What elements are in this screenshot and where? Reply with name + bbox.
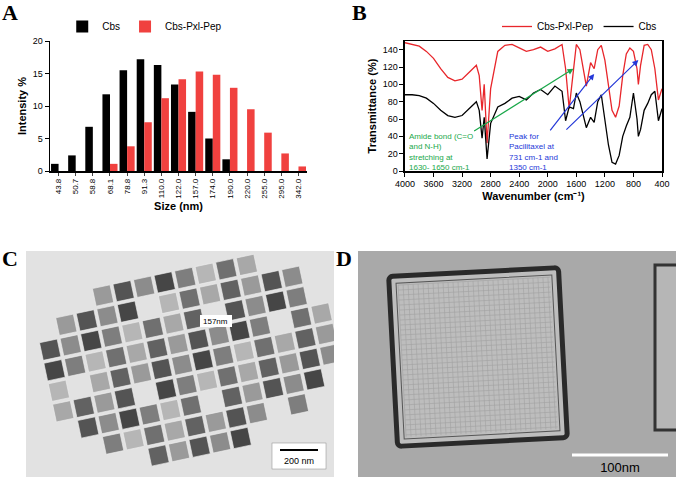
- svg-text:110.0: 110.0: [157, 178, 166, 198]
- svg-text:80: 80: [388, 97, 398, 107]
- svg-text:1600: 1600: [566, 179, 586, 189]
- svg-text:40: 40: [388, 131, 398, 141]
- svg-text:5: 5: [38, 134, 43, 144]
- svg-text:15: 15: [33, 69, 43, 79]
- svg-text:43.8: 43.8: [54, 178, 63, 194]
- svg-text:122.0: 122.0: [174, 178, 183, 199]
- svg-text:190.0: 190.0: [226, 178, 235, 199]
- svg-text:2400: 2400: [509, 179, 529, 189]
- svg-text:58.8: 58.8: [88, 178, 97, 194]
- svg-text:800: 800: [626, 179, 641, 189]
- svg-text:174.0: 174.0: [208, 178, 217, 199]
- svg-text:Cbs: Cbs: [102, 21, 120, 32]
- html-text:C: C: [2, 246, 18, 271]
- svg-text:3200: 3200: [452, 179, 472, 189]
- svg-text:200 nm: 200 nm: [284, 456, 314, 466]
- svg-text:50.7: 50.7: [71, 178, 80, 194]
- svg-text:10: 10: [33, 101, 43, 111]
- svg-text:Cbs-Pxl-Pep: Cbs-Pxl-Pep: [165, 21, 222, 32]
- svg-text:Peak forPacilitaxel at731 cm-1: Peak forPacilitaxel at731 cm-1 and1350 c…: [509, 132, 558, 172]
- svg-text:60: 60: [388, 114, 398, 124]
- svg-text:2000: 2000: [538, 179, 558, 189]
- svg-text:140: 140: [383, 45, 398, 55]
- svg-text:20: 20: [33, 36, 43, 46]
- svg-text:0: 0: [38, 166, 43, 176]
- svg-text:68.1: 68.1: [106, 178, 115, 194]
- svg-text:Intensity %: Intensity %: [16, 77, 28, 135]
- svg-text:91.3: 91.3: [140, 178, 149, 194]
- svg-text:100nm: 100nm: [600, 460, 640, 475]
- svg-text:342.0: 342.0: [294, 178, 303, 199]
- html-text:B: B: [352, 0, 367, 25]
- svg-text:3600: 3600: [424, 179, 444, 189]
- svg-text:78.8: 78.8: [123, 178, 132, 194]
- html-text:A: A: [2, 0, 18, 25]
- svg-text:Amide bond (C=Oand N-H)stretch: Amide bond (C=Oand N-H)stretching at1630…: [409, 132, 473, 172]
- svg-text:1200: 1200: [595, 179, 615, 189]
- svg-text:0: 0: [393, 166, 398, 176]
- svg-text:400: 400: [654, 179, 669, 189]
- svg-text:220.0: 220.0: [243, 178, 252, 199]
- svg-text:Transmittance (%): Transmittance (%): [366, 58, 378, 153]
- html-text:D: D: [336, 246, 352, 271]
- svg-text:2800: 2800: [481, 179, 501, 189]
- svg-text:120: 120: [383, 62, 398, 72]
- svg-text:157nm: 157nm: [203, 317, 228, 326]
- svg-text:100: 100: [383, 79, 398, 89]
- svg-text:Cbs: Cbs: [639, 21, 657, 32]
- svg-text:255.0: 255.0: [260, 178, 269, 199]
- svg-text:Cbs-Pxl-Pep: Cbs-Pxl-Pep: [537, 21, 594, 32]
- svg-text:4000: 4000: [395, 179, 415, 189]
- svg-text:Wavenumber (cm⁻¹): Wavenumber (cm⁻¹): [482, 190, 585, 202]
- svg-text:157.0: 157.0: [191, 178, 200, 199]
- svg-text:295.0: 295.0: [277, 178, 286, 199]
- svg-text:20: 20: [388, 149, 398, 159]
- svg-text:Size (nm): Size (nm): [154, 200, 203, 212]
